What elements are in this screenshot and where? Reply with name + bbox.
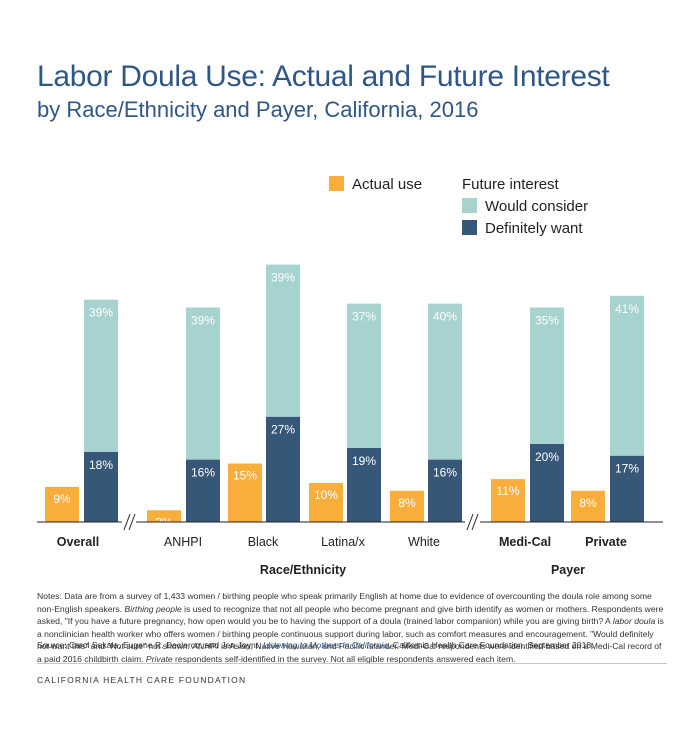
label-consider-white: 40% <box>433 310 457 324</box>
bar-consider-anhpi <box>186 307 220 460</box>
label-consider-black: 39% <box>271 271 295 285</box>
chart-title: Labor Doula Use: Actual and Future Inter… <box>37 60 610 93</box>
bar-actual-black <box>228 463 262 522</box>
axis-break-mark-1 <box>123 513 131 531</box>
label-actual-medi-cal: 11% <box>496 484 519 498</box>
bar-actual-medi-cal <box>491 479 525 522</box>
notes-em-labor-doula: labor doula <box>612 616 656 626</box>
axis-break-mark-4 <box>471 513 479 531</box>
bar-want-white <box>428 459 462 522</box>
label-actual-white: 8% <box>398 496 416 510</box>
notes-em-anhpi: ANHPI <box>192 641 219 651</box>
legend-swatch-consider <box>462 198 477 213</box>
legend-label-consider: Would consider <box>485 198 588 215</box>
bar-actual-overall <box>45 486 79 522</box>
tick-label-private: Private <box>585 535 627 549</box>
bar-consider-black <box>266 264 300 417</box>
bar-consider-white <box>428 303 462 460</box>
tick-label-medi-cal: Medi-Cal <box>499 535 551 549</box>
label-want-white: 16% <box>433 466 457 480</box>
bar-actual-latina-x <box>309 483 343 522</box>
legend-swatch-want <box>462 220 477 235</box>
bar-actual-white <box>390 490 424 522</box>
bar-want-medi-cal <box>530 444 564 522</box>
label-want-anhpi: 16% <box>191 466 215 480</box>
label-actual-latina-x: 10% <box>314 488 338 502</box>
axis-break-mark-3 <box>466 513 474 531</box>
axis-break-mark-2 <box>128 513 136 531</box>
legend-label-actual: Actual use <box>352 176 422 193</box>
tick-label-white: White <box>408 535 440 549</box>
tick-label-black: Black <box>248 535 279 549</box>
label-want-private: 17% <box>615 462 639 476</box>
bar-consider-medi-cal <box>530 307 564 444</box>
bar-want-latina-x <box>347 447 381 522</box>
label-want-black: 27% <box>271 423 295 437</box>
label-consider-latina-x: 37% <box>352 310 376 324</box>
label-want-overall: 18% <box>89 458 113 472</box>
tick-label-latina-x: Latina/x <box>321 535 366 549</box>
notes-em-birthing-people: Birthing people <box>124 603 182 614</box>
tick-label-overall: Overall <box>57 535 99 549</box>
source-link[interactable]: Listening to Mothers in California <box>262 640 389 650</box>
label-want-medi-cal: 20% <box>535 450 559 464</box>
bar-want-private <box>610 455 644 522</box>
bar-want-overall <box>84 451 118 522</box>
bar-consider-overall <box>84 299 118 452</box>
label-want-latina-x: 19% <box>352 454 376 468</box>
label-consider-overall: 39% <box>89 306 113 320</box>
source-text: Source: Carol Sakala, Eugene R. Declercq… <box>37 640 594 650</box>
label-consider-private: 41% <box>615 302 639 316</box>
footer-org-name: CALIFORNIA HEALTH CARE FOUNDATION <box>37 675 247 685</box>
tick-label-anhpi: ANHPI <box>164 535 202 549</box>
label-actual-private: 8% <box>579 496 597 510</box>
bar-actual-private <box>571 490 605 522</box>
bar-consider-latina-x <box>347 303 381 448</box>
bar-consider-private <box>610 295 644 456</box>
bar-chart: 9%18%39%Overall3%16%39%ANHPI15%27%39%Bla… <box>37 176 663 577</box>
bar-want-black <box>266 416 300 522</box>
bar-actual-anhpi <box>147 510 181 522</box>
legend-label-want: Definitely want <box>485 220 583 237</box>
group-label-payer: Payer <box>551 563 585 577</box>
label-consider-anhpi: 39% <box>191 314 215 328</box>
notes-text: Notes: Data are from a survey of 1,433 w… <box>37 591 664 664</box>
chart-subtitle: by Race/Ethnicity and Payer, California,… <box>37 97 479 122</box>
legend-header-future-interest: Future interest <box>462 176 560 193</box>
notes-em-private: Private <box>145 653 173 664</box>
label-actual-black: 15% <box>233 469 257 483</box>
footer-divider <box>37 663 667 664</box>
label-consider-medi-cal: 35% <box>535 314 559 328</box>
bar-want-anhpi <box>186 459 220 522</box>
label-actual-overall: 9% <box>53 492 71 506</box>
group-label-race-ethnicity: Race/Ethnicity <box>260 563 346 577</box>
legend-swatch-actual <box>329 176 344 191</box>
